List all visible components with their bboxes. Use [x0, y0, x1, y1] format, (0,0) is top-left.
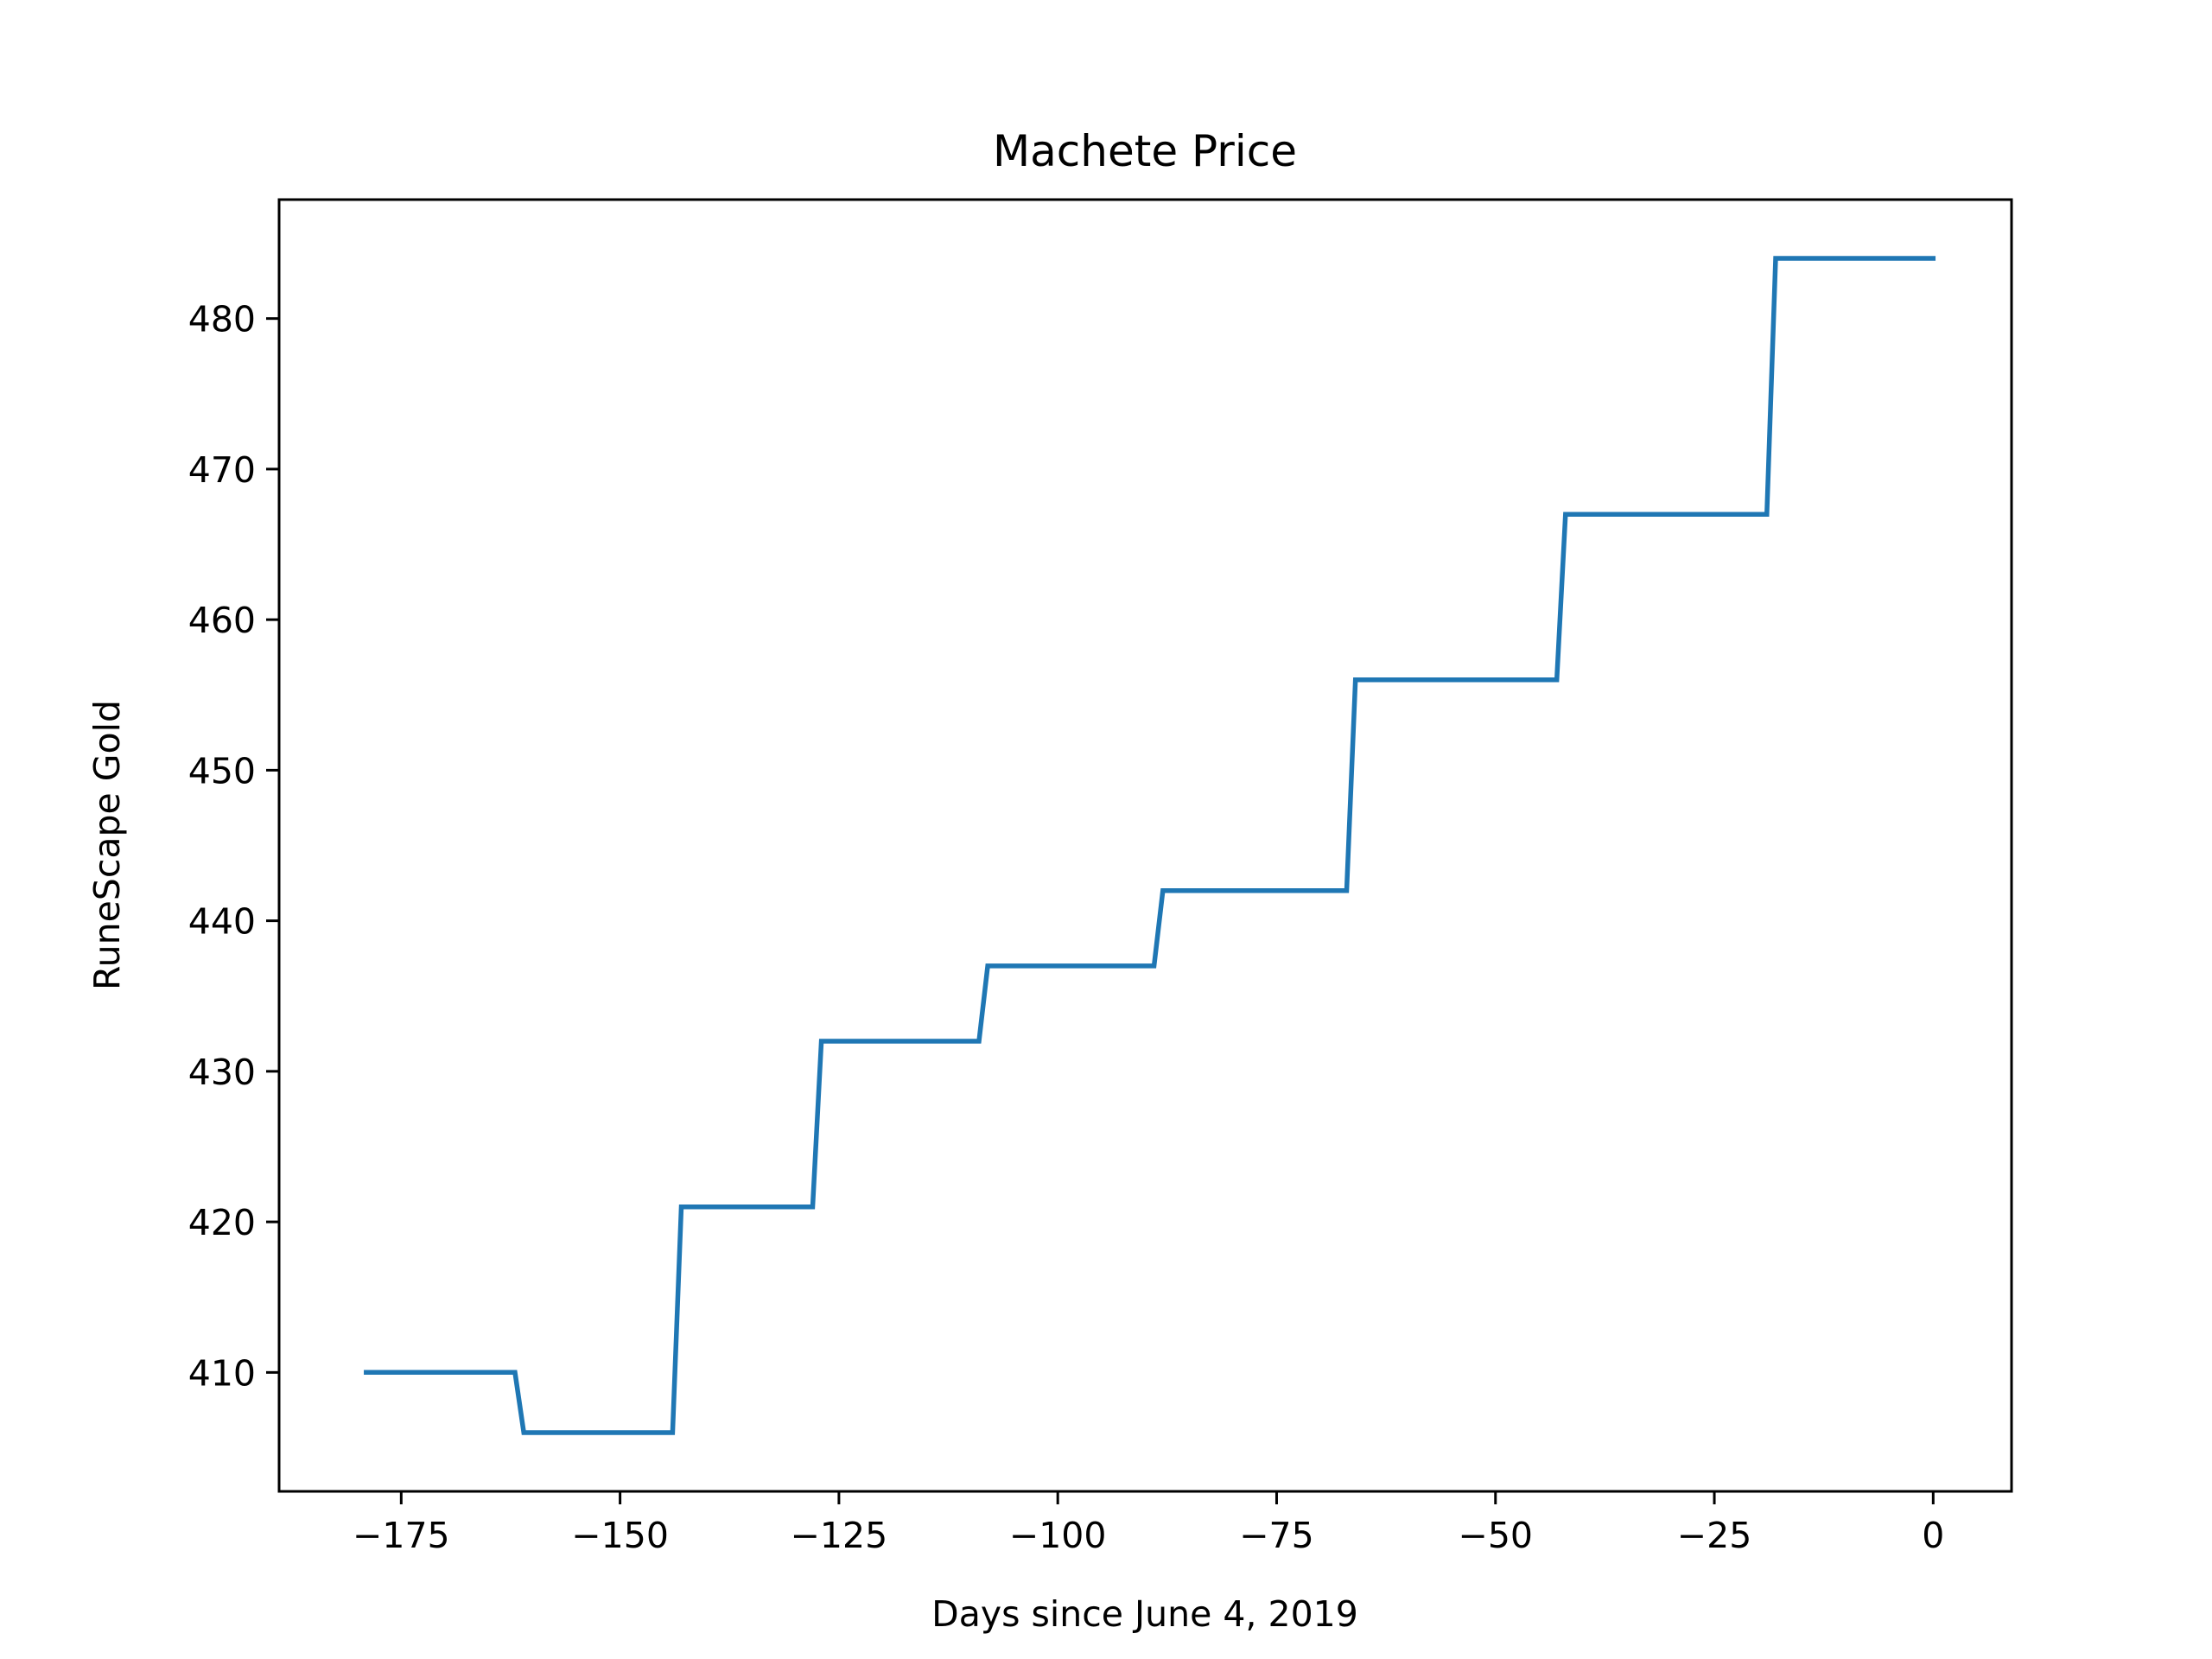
y-tick-label: 430 — [188, 1052, 256, 1093]
x-tick-label: −175 — [353, 1515, 450, 1556]
x-tick-label: −50 — [1458, 1515, 1533, 1556]
x-tick-label: −150 — [571, 1515, 669, 1556]
x-tick-label: −75 — [1239, 1515, 1314, 1556]
plot-area-frame — [277, 198, 2013, 1493]
y-tick-label: 440 — [188, 901, 256, 943]
y-tick-label: 420 — [188, 1202, 256, 1243]
series-line — [364, 256, 1936, 1435]
x-tick-label: −100 — [1009, 1515, 1107, 1556]
x-tick-label: −125 — [791, 1515, 888, 1556]
x-axis-label: Days since June 4, 2019 — [931, 1593, 1358, 1635]
y-tick-label: 460 — [188, 600, 256, 641]
chart-title: Machete Price — [993, 126, 1297, 176]
y-tick-label: 480 — [188, 299, 256, 340]
x-tick-label: −25 — [1677, 1515, 1752, 1556]
y-axis-label: RuneScape Gold — [86, 700, 128, 990]
x-axis-ticks: −175 −150 −125 −100 −75 −50 −25 0 — [353, 1491, 1944, 1556]
x-tick-label: 0 — [1922, 1515, 1944, 1556]
y-tick-label: 470 — [188, 449, 256, 491]
y-axis-ticks: 410 420 430 440 450 460 470 480 — [188, 299, 279, 1394]
y-tick-label: 450 — [188, 750, 256, 791]
y-tick-label: 410 — [188, 1352, 256, 1394]
